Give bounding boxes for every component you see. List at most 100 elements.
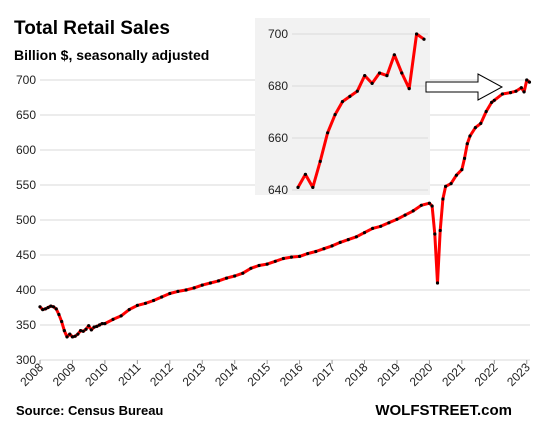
inset-data-point bbox=[340, 100, 345, 104]
data-point bbox=[65, 335, 69, 339]
data-point bbox=[454, 173, 459, 177]
data-point bbox=[224, 276, 229, 280]
main-series bbox=[38, 78, 532, 339]
data-point bbox=[514, 89, 518, 93]
data-point bbox=[111, 317, 115, 321]
x-tick-label: 2016 bbox=[277, 360, 306, 389]
data-point bbox=[78, 329, 83, 333]
data-point bbox=[519, 86, 523, 90]
data-point bbox=[500, 92, 505, 96]
data-point bbox=[435, 281, 440, 285]
data-point bbox=[127, 308, 131, 312]
data-point bbox=[427, 201, 432, 205]
data-point bbox=[200, 283, 204, 287]
inset-data-point bbox=[407, 87, 411, 91]
data-point bbox=[330, 244, 334, 248]
x-tick-label: 2023 bbox=[504, 360, 533, 389]
y-axis-ticks: 300 350 400 450 500 550 600 650 700 bbox=[16, 73, 36, 367]
x-tick-label: 2019 bbox=[374, 360, 403, 389]
data-point bbox=[216, 279, 221, 283]
x-tick-label: 2020 bbox=[407, 360, 436, 389]
data-point bbox=[87, 324, 91, 328]
inset-y-axis-ticks: 640 660 680 700 bbox=[268, 27, 288, 197]
arrow-icon bbox=[425, 73, 504, 101]
data-point bbox=[346, 238, 350, 242]
data-point bbox=[444, 184, 448, 188]
data-point bbox=[160, 295, 164, 299]
data-point bbox=[298, 254, 302, 258]
data-point bbox=[289, 255, 294, 259]
data-point bbox=[119, 314, 123, 318]
data-point bbox=[522, 90, 526, 94]
data-point bbox=[143, 301, 148, 305]
data-point bbox=[387, 221, 391, 225]
inset-series bbox=[296, 32, 426, 189]
inset-y-tick-label: 700 bbox=[268, 27, 288, 41]
x-tick-label: 2021 bbox=[439, 360, 468, 389]
data-point bbox=[465, 142, 469, 146]
data-point bbox=[354, 235, 358, 239]
data-point bbox=[395, 217, 399, 221]
data-point bbox=[68, 332, 72, 336]
data-point bbox=[73, 334, 77, 338]
inset-data-point bbox=[385, 74, 389, 78]
data-point bbox=[46, 305, 50, 310]
inset-data-point bbox=[348, 94, 352, 98]
data-point bbox=[265, 262, 269, 266]
data-point bbox=[441, 197, 445, 201]
data-point bbox=[38, 305, 42, 309]
inset-background bbox=[255, 18, 430, 195]
inset-data-point bbox=[303, 172, 308, 176]
y-tick-label: 400 bbox=[16, 283, 36, 297]
data-point bbox=[60, 319, 64, 324]
data-point bbox=[76, 332, 80, 336]
data-point bbox=[430, 204, 434, 208]
data-point bbox=[306, 252, 310, 256]
data-point bbox=[322, 247, 326, 251]
data-point bbox=[508, 91, 513, 95]
data-point bbox=[257, 263, 261, 268]
source-note: Source: Census Bureau bbox=[16, 403, 163, 418]
x-tick-label: 2014 bbox=[212, 360, 241, 389]
data-point bbox=[419, 203, 423, 207]
data-point bbox=[51, 305, 56, 309]
inset-y-tick-label: 660 bbox=[268, 131, 288, 145]
y-tick-label: 300 bbox=[16, 353, 36, 367]
data-point bbox=[249, 266, 253, 270]
data-point bbox=[473, 126, 477, 130]
data-point bbox=[84, 327, 88, 331]
y-tick-label: 700 bbox=[16, 73, 36, 87]
inset-y-tick-label: 680 bbox=[268, 79, 288, 93]
x-tick-label: 2010 bbox=[82, 360, 111, 389]
inset-data-point bbox=[311, 185, 315, 189]
data-point bbox=[479, 121, 483, 125]
data-point bbox=[490, 100, 494, 104]
inset-chart: 640 660 680 700 bbox=[255, 18, 430, 197]
inset-data-point bbox=[355, 89, 359, 93]
x-tick-label: 2017 bbox=[309, 360, 338, 389]
data-point bbox=[403, 213, 407, 217]
data-point bbox=[100, 322, 104, 326]
data-point bbox=[49, 304, 53, 308]
data-point bbox=[362, 231, 367, 235]
data-point bbox=[43, 307, 48, 311]
data-point bbox=[484, 109, 488, 114]
inset-data-point bbox=[296, 185, 300, 189]
data-point bbox=[462, 156, 467, 160]
inset-data-point bbox=[377, 71, 382, 75]
inset-data-point bbox=[326, 131, 330, 135]
inset-series-line bbox=[296, 32, 426, 189]
x-axis-ticks: 2008 2009 2010 2011 2012 2013 2014 2015 2016 2017… bbox=[17, 360, 533, 389]
x-tick-label: 2013 bbox=[180, 360, 209, 389]
data-point bbox=[281, 256, 285, 261]
data-point bbox=[208, 281, 212, 285]
data-point bbox=[54, 307, 58, 311]
chart-subtitle: Billion $, seasonally adjusted bbox=[14, 47, 209, 63]
chart-title: Total Retail Sales bbox=[14, 18, 170, 39]
y-tick-label: 350 bbox=[16, 318, 36, 332]
y-tick-label: 650 bbox=[16, 108, 36, 122]
data-point bbox=[97, 323, 102, 327]
data-point bbox=[525, 78, 529, 82]
data-point bbox=[314, 249, 318, 254]
